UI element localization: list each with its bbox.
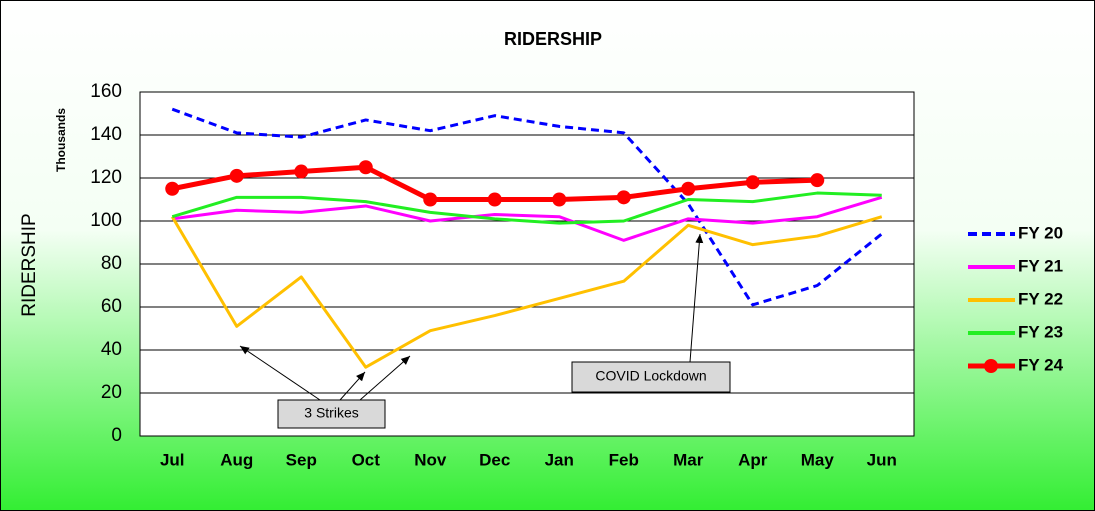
annotation-arrow [689,233,704,363]
x-tick-label: Jan [545,450,574,469]
x-tick-label: Feb [609,450,639,469]
annotation-box [571,361,731,393]
point-marker [616,190,631,205]
annotation-arrow [359,355,411,401]
point-marker [810,173,825,188]
x-tick-label: Dec [479,450,510,469]
x-tick-label: Sep [286,450,317,469]
y-tick-label: 0 [111,425,122,446]
legend-marker [984,359,998,373]
y-unit: Thousands [54,108,68,172]
y-tick-label: 60 [101,296,122,317]
legend-label: FY 21 [1018,256,1063,275]
legend-label: FY 23 [1018,322,1063,341]
x-tick-label: Jun [867,450,897,469]
series-line [171,107,883,307]
x-tick-label: Oct [352,450,381,469]
series-line [172,195,883,242]
y-tick-label: 20 [101,382,122,403]
point-marker [487,192,502,207]
x-tick-label: May [801,450,835,469]
point-marker [423,192,438,207]
point-marker [294,164,309,179]
point-marker [681,181,696,196]
x-tick-label: Nov [414,450,447,469]
annotation-box [277,399,386,429]
y-tick-label: 40 [101,339,122,360]
annotation-text: COVID Lockdown [595,368,706,384]
point-marker [165,181,180,196]
series-line [171,191,882,225]
y-tick-label: 140 [90,124,122,145]
point-marker [745,175,760,190]
annotation-text: 3 Strikes [304,405,358,421]
annotation-arrow [339,371,366,401]
x-tick-label: Apr [738,450,768,469]
y-tick-label: 120 [90,167,122,188]
legend-label: FY 24 [1018,355,1064,374]
y-axis-title: RIDERSHIP [19,213,40,316]
point-marker [229,168,244,183]
legend-label: FY 20 [1018,223,1063,242]
y-tick-label: 100 [90,210,122,231]
point-marker [552,192,567,207]
y-tick-label: 80 [101,253,122,274]
x-tick-label: Aug [220,450,253,469]
y-tick-label: 160 [90,81,122,102]
series-line [170,215,883,369]
chart-title: RIDERSHIP [504,29,602,49]
legend-label: FY 22 [1018,289,1063,308]
point-marker [358,160,373,175]
x-tick-label: Mar [673,450,704,469]
x-tick-label: Jul [160,450,185,469]
annotation-arrow [239,345,321,401]
